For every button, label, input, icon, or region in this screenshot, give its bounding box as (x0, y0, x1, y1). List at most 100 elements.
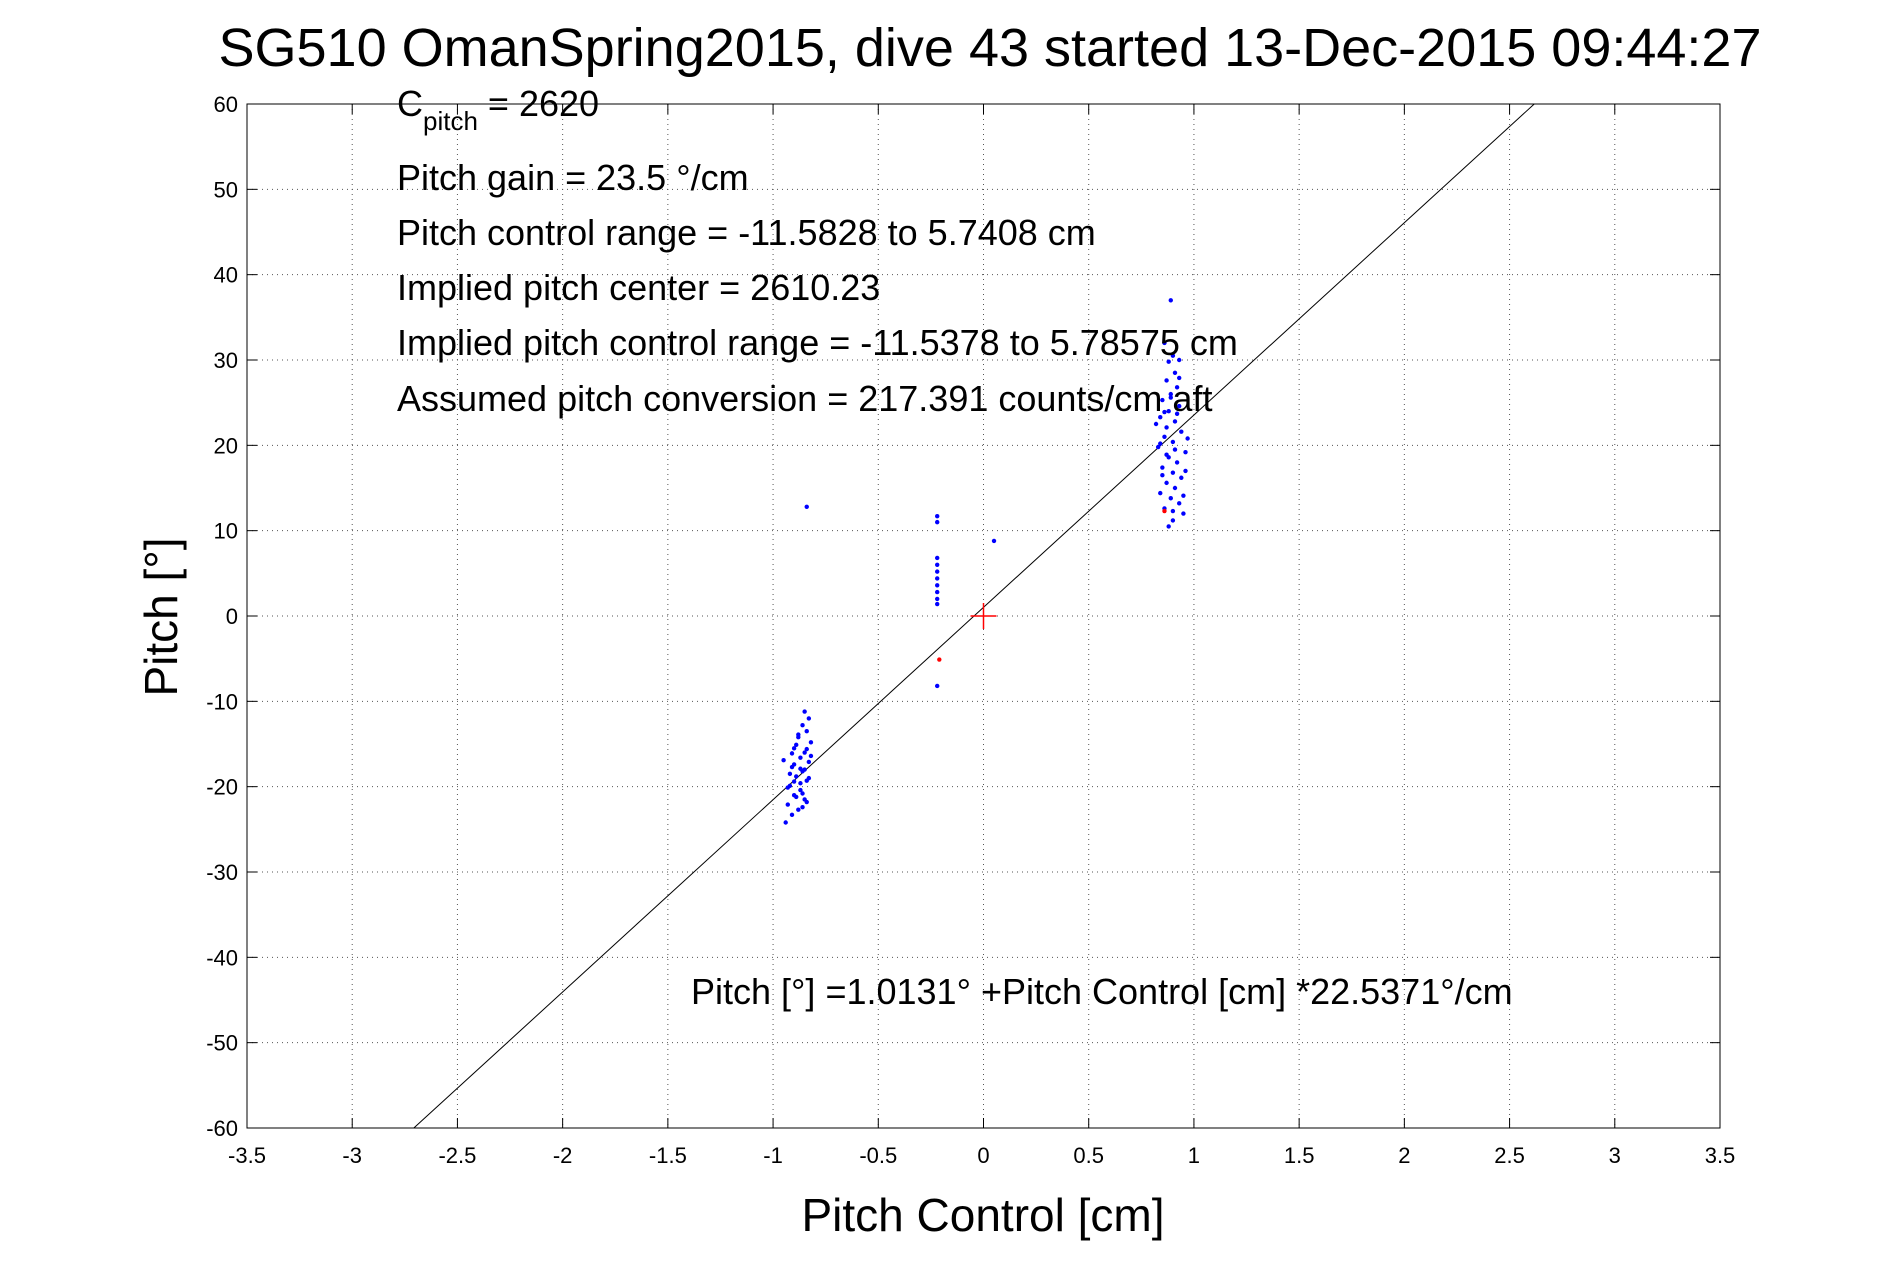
data-point (806, 759, 812, 765)
data-point (1170, 439, 1176, 445)
data-point (781, 758, 786, 763)
data-point (804, 504, 809, 509)
y-tick-label: -60 (206, 1116, 238, 1141)
data-point (935, 589, 940, 595)
data-point (798, 755, 803, 760)
x-tick-label: -2 (553, 1143, 573, 1168)
data-point (791, 779, 797, 784)
y-tick-label: 0 (226, 604, 238, 629)
data-point (783, 820, 788, 825)
data-point (1174, 460, 1180, 465)
c-pitch-value: = 2620 (478, 83, 599, 124)
data-point (796, 807, 801, 812)
data-point (1168, 391, 1173, 397)
data-point (1153, 421, 1159, 427)
data-point (1183, 468, 1188, 474)
data-point (1170, 470, 1176, 475)
data-point (1162, 434, 1167, 439)
data-point (808, 740, 814, 745)
y-tick-label: -50 (206, 1031, 238, 1056)
data-point (1179, 429, 1184, 434)
data-point (1172, 370, 1178, 375)
data-point (1172, 419, 1178, 424)
data-point (789, 812, 795, 818)
data-point (1162, 508, 1167, 514)
data-point (1164, 425, 1169, 430)
c-pitch-annotation: Cpitch = 2620 (397, 83, 599, 136)
c-pitch-subscript: pitch (423, 106, 478, 136)
y-tick-label: 60 (214, 92, 238, 117)
chart-title: SG510 OmanSpring2015, dive 43 started 13… (218, 18, 1761, 78)
data-point (1160, 397, 1165, 403)
data-point (1172, 485, 1178, 491)
data-point (1158, 441, 1163, 446)
plot-frame (246, 103, 1721, 1129)
data-point (935, 569, 940, 574)
data-point (1174, 411, 1180, 416)
data-point (798, 781, 803, 786)
data-point (1172, 447, 1178, 452)
data-point (1166, 524, 1171, 529)
data-point (1168, 496, 1173, 501)
x-tick-label: 1 (1188, 1143, 1200, 1168)
data-point (1170, 353, 1176, 358)
data-point (798, 787, 803, 793)
y-tick-label: 10 (214, 519, 238, 544)
data-point (1166, 359, 1171, 364)
data-point (800, 791, 805, 796)
data-point (791, 746, 797, 751)
data-point (1176, 375, 1182, 381)
data-point (991, 538, 997, 544)
data-point (804, 799, 809, 805)
data-point (1181, 493, 1186, 498)
data-point (1176, 501, 1182, 506)
data-point (935, 562, 940, 567)
y-tick-label: 40 (214, 263, 238, 288)
data-point (800, 723, 805, 728)
y-axis-ticks: -60 -50 -40 -30 -20 -10 0 10 20 30 40 50 60 (206, 92, 1720, 1141)
y-tick-label: -30 (206, 860, 238, 885)
data-point (796, 732, 801, 737)
grid-lines (247, 104, 1720, 1128)
x-tick-label: -2.5 (438, 1143, 476, 1168)
data-point (935, 576, 940, 581)
x-tick-label: 3.5 (1705, 1143, 1736, 1168)
x-tick-label: -3 (342, 1143, 362, 1168)
data-point (937, 657, 942, 662)
data-point (794, 742, 799, 748)
x-tick-label: -3.5 (228, 1143, 266, 1168)
data-point (802, 709, 807, 714)
pitch-gain-annotation: Pitch gain = 23.5 °/cm (397, 157, 749, 198)
data-point (935, 583, 940, 588)
info-annotations: Cpitch = 2620 Pitch gain = 23.5 °/cm Pit… (397, 83, 1513, 1012)
data-point (789, 751, 795, 756)
data-point (935, 513, 940, 519)
data-point (1158, 490, 1163, 496)
data-point (804, 746, 809, 752)
data-point (1164, 452, 1169, 457)
data-point (1158, 414, 1163, 420)
data-point (1170, 508, 1176, 514)
data-point (1166, 409, 1171, 414)
data-point (1181, 511, 1186, 516)
data-point (794, 794, 799, 800)
data-points (781, 298, 1190, 825)
data-point (800, 804, 805, 810)
center-marker (970, 603, 997, 629)
data-point (798, 766, 803, 771)
data-point (1164, 480, 1169, 486)
data-point (1185, 436, 1190, 441)
x-tick-label: 1.5 (1284, 1143, 1315, 1168)
data-point (787, 771, 793, 777)
data-point (785, 802, 791, 807)
x-tick-label: -1.5 (649, 1143, 687, 1168)
data-point (935, 519, 940, 525)
data-point (935, 601, 940, 607)
data-point (1174, 385, 1180, 390)
data-point (802, 767, 807, 772)
y-tick-label: -20 (206, 775, 238, 800)
implied-range-annotation: Implied pitch control range = -11.5378 t… (397, 322, 1238, 363)
y-tick-label: -40 (206, 945, 238, 970)
data-point (1162, 409, 1167, 415)
c-pitch-symbol: C (397, 83, 423, 124)
